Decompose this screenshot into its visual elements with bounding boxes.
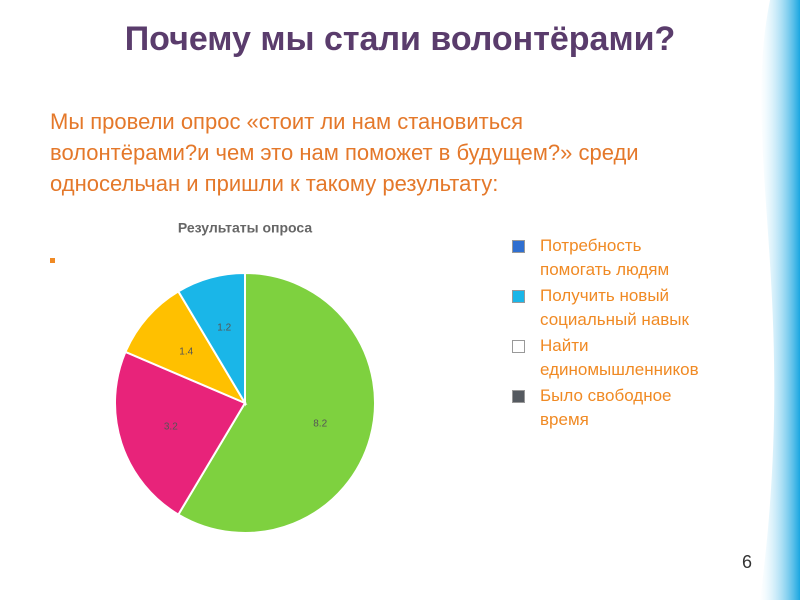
slide-title: Почему мы стали волонтёрами? [124,20,676,58]
legend-item: Получить новый социальный навык [512,284,712,332]
data-label: 8.2 [313,418,327,429]
legend-swatch [512,240,525,253]
pie-slice [176,271,246,407]
legend-swatch [512,340,525,353]
legend-item: Было свободное время [512,384,712,432]
text-line: волонтёрами?и чем это нам поможет в буду… [50,140,639,165]
body-text: Мы провели опрос «стоит ли нам становить… [50,106,639,199]
text-line: Мы провели опрос «стоит ли нам становить… [50,109,524,134]
background-wave [760,0,800,600]
pie-slice [176,271,376,534]
text-line: односельчан и пришли к такому результату… [50,171,499,196]
legend-label: Найти единомышленников [540,336,699,379]
legend-item: Найти единомышленников [512,334,712,382]
pie-slice [124,290,248,406]
pie-slice [114,350,247,516]
legend-swatch [512,390,525,403]
legend-label: Было свободное время [540,386,672,429]
legend-label: Потребность помогать людям [540,236,670,279]
data-label: 3.2 [164,422,178,433]
chart-title: Результаты опроса [178,220,312,236]
legend-item: Потребность помогать людям [512,234,712,282]
legend-swatch [512,290,525,303]
legend-label: Получить новый социальный навык [540,286,689,329]
legend: Потребность помогать людям Получить новый… [512,234,712,434]
data-label: 1.4 [179,346,193,357]
bullet [50,258,55,263]
slide-number: 6 [742,552,753,572]
data-label: 1.2 [217,322,231,333]
